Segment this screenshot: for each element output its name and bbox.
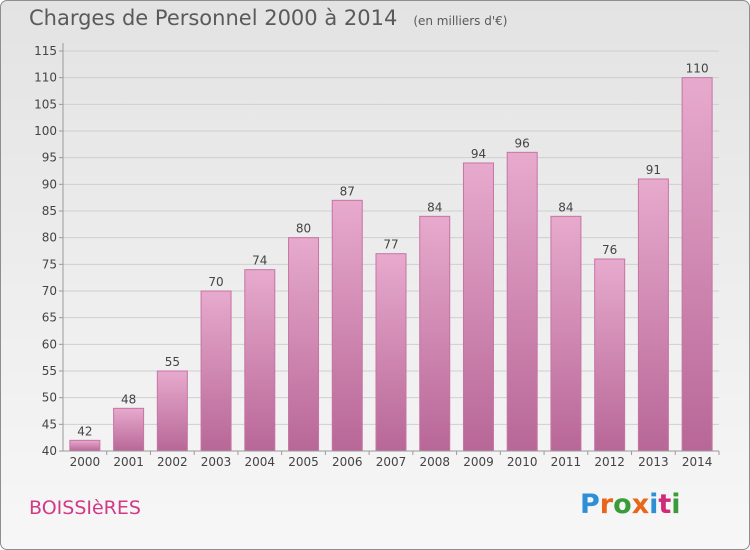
proxiti-logo[interactable]: Proxiti — [580, 489, 681, 520]
chart-subtitle: (en milliers d'€) — [413, 14, 508, 28]
bar — [156, 370, 188, 452]
value-label: 48 — [121, 392, 136, 406]
value-label: 80 — [296, 222, 311, 236]
x-tick-label: 2002 — [157, 455, 188, 469]
x-tick-label: 2010 — [507, 455, 538, 469]
value-label: 42 — [77, 424, 92, 438]
value-label: 77 — [383, 238, 398, 252]
y-tick-label: 110 — [34, 71, 57, 85]
y-tick-label: 75 — [42, 257, 57, 271]
y-tick-label: 95 — [42, 151, 57, 165]
x-tick-label: 2005 — [288, 455, 319, 469]
y-tick-label: 100 — [34, 124, 57, 138]
x-tick-label: 2003 — [201, 455, 232, 469]
y-tick-label: 115 — [34, 44, 57, 58]
y-tick-label: 65 — [42, 311, 57, 325]
x-tick-label: 2013 — [638, 455, 669, 469]
y-tick-label: 45 — [42, 417, 57, 431]
x-tick-label: 2011 — [551, 455, 582, 469]
value-label: 76 — [602, 243, 617, 257]
y-tick-label: 105 — [34, 97, 57, 111]
bar — [244, 269, 276, 452]
x-tick-label: 2006 — [332, 455, 363, 469]
bar — [113, 407, 145, 452]
logo-letter: P — [580, 489, 600, 520]
logo-letter: i — [671, 489, 681, 520]
bar — [69, 439, 101, 452]
bars — [69, 77, 713, 452]
logo-letter: t — [658, 489, 672, 520]
value-label: 55 — [165, 355, 180, 369]
bar — [462, 162, 494, 452]
value-labels: 42 48 55 70 74 80 87 77 84 94 96 84 76 91 110 — [77, 62, 708, 439]
axes: 40 45 50 55 60 65 70 75 80 85 90 95 100 105 110 115 2000… — [34, 43, 720, 469]
value-label: 96 — [515, 136, 530, 150]
x-tick-label: 2004 — [245, 455, 276, 469]
chart-title: Charges de Personnel 2000 à 2014 — [29, 6, 398, 30]
chart-header: Charges de Personnel 2000 à 2014 (en mill… — [29, 6, 507, 30]
x-tick-label: 2007 — [376, 455, 407, 469]
x-tick-label: 2001 — [113, 455, 144, 469]
value-label: 70 — [208, 275, 223, 289]
bar — [506, 151, 538, 452]
bar — [681, 77, 713, 452]
logo-letter: o — [613, 489, 632, 520]
value-label: 87 — [340, 184, 355, 198]
bar — [331, 199, 363, 452]
logo-letter: r — [599, 489, 614, 520]
x-tick-label: 2000 — [70, 455, 101, 469]
y-tick-label: 85 — [42, 204, 57, 218]
y-tick-label: 50 — [42, 391, 57, 405]
bar — [419, 215, 451, 452]
value-label: 84 — [558, 200, 573, 214]
y-tick-label: 55 — [42, 364, 57, 378]
y-tick-label: 80 — [42, 231, 57, 245]
value-label: 84 — [427, 200, 442, 214]
bar — [375, 253, 407, 452]
value-label: 91 — [646, 163, 661, 177]
x-tick-label: 2009 — [463, 455, 494, 469]
x-tick-label: 2012 — [594, 455, 625, 469]
bar — [288, 237, 320, 452]
value-label: 110 — [686, 62, 709, 76]
bar — [200, 290, 232, 452]
x-tick-label: 2014 — [682, 455, 713, 469]
y-tick-label: 40 — [42, 444, 57, 458]
value-label: 74 — [252, 254, 267, 268]
logo-letter: i — [649, 489, 659, 520]
y-tick-label: 90 — [42, 177, 57, 191]
y-tick-label: 70 — [42, 284, 57, 298]
value-label: 94 — [471, 147, 486, 161]
logo-letter: x — [631, 489, 650, 520]
x-tick-label: 2008 — [419, 455, 450, 469]
place-name: BOISSIèRES — [29, 497, 141, 519]
bar — [594, 258, 626, 452]
bar — [637, 178, 669, 452]
bar — [550, 215, 582, 452]
y-tick-label: 60 — [42, 337, 57, 351]
